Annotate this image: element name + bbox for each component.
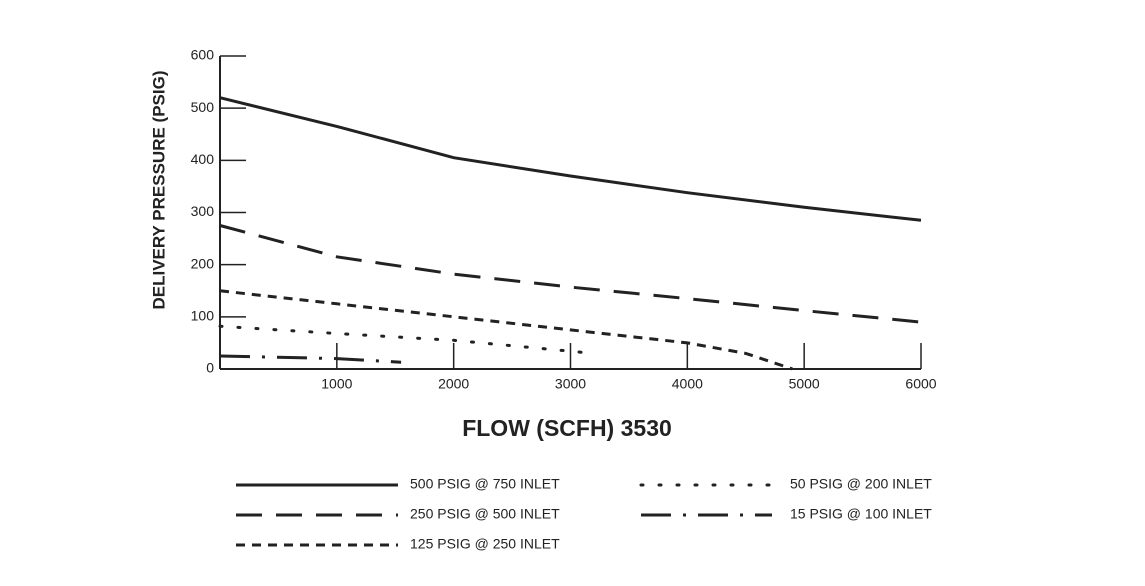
series-line	[219, 96, 922, 222]
legend-label: 250 PSIG @ 500 INLET	[410, 506, 560, 522]
x-axis-label: FLOW (SCFH) 3530	[462, 415, 672, 441]
x-tick-label: 1000	[321, 376, 352, 392]
y-tick-label: 200	[191, 255, 215, 271]
y-tick-label: 600	[191, 47, 215, 63]
x-tick-label: 6000	[905, 376, 936, 392]
y-tick-label: 500	[191, 99, 215, 115]
legend-label: 125 PSIG @ 250 INLET	[410, 536, 560, 552]
x-tick-label: 2000	[438, 376, 469, 392]
y-tick-label: 400	[191, 151, 215, 167]
x-tick-label: 5000	[789, 376, 820, 392]
legend-label: 500 PSIG @ 750 INLET	[410, 476, 560, 492]
y-axis-label: DELIVERY PRESSURE (PSIG)	[149, 71, 168, 310]
series-line	[219, 224, 922, 324]
x-tick-label: 4000	[672, 376, 703, 392]
series-line	[219, 354, 402, 364]
legend-label: 50 PSIG @ 200 INLET	[790, 476, 932, 492]
series-line	[219, 289, 793, 371]
series-line	[218, 324, 596, 355]
y-tick-label: 0	[206, 360, 214, 376]
legend-label: 15 PSIG @ 100 INLET	[790, 506, 932, 522]
y-tick-label: 100	[191, 308, 215, 324]
x-tick-label: 3000	[555, 376, 586, 392]
y-tick-label: 300	[191, 203, 215, 219]
